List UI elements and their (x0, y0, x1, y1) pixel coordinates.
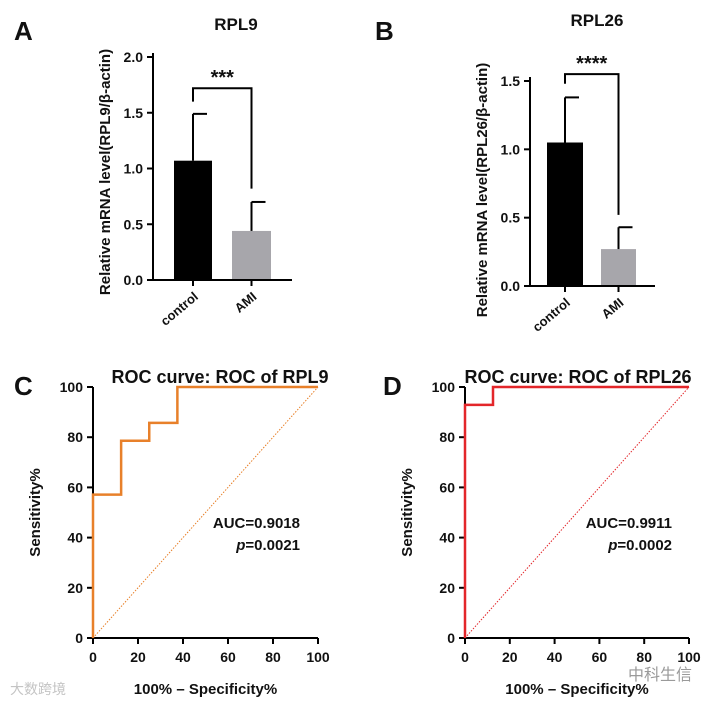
x-tick-label: AMI (599, 295, 627, 322)
y-tick-label: 0.5 (501, 210, 521, 226)
y-axis-label: Relative mRNA level(RPL9/β-actin) (97, 49, 114, 295)
x-tick-label: 20 (502, 649, 518, 665)
x-tick-label: 40 (175, 649, 191, 665)
y-tick-label: 40 (439, 530, 455, 546)
panel-label: C (14, 371, 33, 401)
y-tick-label: 100 (432, 379, 456, 395)
x-axis-label: 100% – Specificity% (505, 681, 648, 698)
chart-title: RPL9 (214, 15, 257, 34)
y-tick-label: 1.5 (501, 73, 521, 89)
bar-ami (601, 249, 636, 286)
p-value-label: p=0.0021 (235, 537, 300, 554)
roc-chart-d: D ROC curve: ROC of RPL26 Sensitivity% 100%… (383, 367, 701, 698)
x-axis-label: 100% – Specificity% (134, 681, 277, 698)
y-tick-label: 60 (439, 479, 455, 495)
y-tick-label: 20 (439, 580, 455, 596)
x-tick-label: 0 (89, 649, 97, 665)
y-tick-label: 1.0 (124, 161, 144, 177)
x-tick-label: 80 (265, 649, 281, 665)
y-tick-label: 1.0 (501, 141, 521, 157)
bar-control (174, 160, 212, 280)
y-tick-label: 0 (75, 630, 83, 646)
roc-curve (91, 385, 318, 638)
panel-label: B (375, 16, 394, 46)
y-tick-label: 1.5 (124, 105, 144, 121)
y-tick-label: 0.5 (124, 216, 144, 232)
significance-bracket (564, 73, 620, 215)
x-tick-label: 20 (130, 649, 146, 665)
p-value-label: p=0.0002 (607, 537, 672, 554)
y-axis-label: Relative mRNA level(RPL26/β-actin) (474, 63, 491, 318)
significance-stars: **** (576, 53, 607, 75)
y-tick-label: 80 (67, 429, 83, 445)
bar-ami (232, 230, 271, 280)
x-tick-label: AMI (232, 289, 260, 316)
chart-title: RPL26 (571, 11, 624, 30)
bar-control (547, 142, 583, 286)
chart-title: ROC curve: ROC of RPL26 (464, 367, 691, 387)
panel-label: A (14, 16, 33, 46)
panel-label: D (383, 371, 402, 401)
y-tick-label: 60 (67, 479, 83, 495)
x-tick-label: 80 (636, 649, 652, 665)
roc-curve (463, 385, 689, 638)
significance-bracket (192, 87, 253, 189)
y-tick-label: 20 (67, 580, 83, 596)
y-tick-label: 40 (67, 530, 83, 546)
x-tick-label: 40 (547, 649, 563, 665)
bar-chart-a: A RPL9 Relative mRNA level(RPL9/β-actin) co… (14, 15, 292, 329)
x-tick-label: control (158, 289, 201, 329)
y-tick-label: 0 (447, 630, 455, 646)
y-tick-label: 2.0 (124, 49, 144, 65)
x-tick-label: 60 (220, 649, 236, 665)
auc-label: AUC=0.9911 (586, 515, 672, 532)
y-axis-label: Sensitivity% (27, 468, 44, 556)
y-axis-label: Sensitivity% (399, 468, 416, 556)
y-tick-label: 0.0 (501, 278, 521, 294)
x-tick-label: 60 (592, 649, 608, 665)
x-tick-label: 100 (677, 649, 701, 665)
bar-chart-b: B RPL26 Relative mRNA level(RPL26/β-actin)… (375, 11, 655, 335)
x-tick-label: 100 (306, 649, 330, 665)
significance-stars: *** (211, 67, 235, 89)
reference-diagonal (464, 386, 690, 639)
reference-diagonal (92, 386, 319, 639)
y-tick-label: 100 (60, 379, 84, 395)
watermark: 大数跨境 (10, 681, 66, 697)
y-tick-label: 0.0 (124, 272, 144, 288)
y-tick-label: 80 (439, 429, 455, 445)
x-tick-label: 0 (461, 649, 469, 665)
auc-label: AUC=0.9018 (213, 515, 300, 532)
x-tick-label: control (530, 295, 573, 335)
watermark: 中科生信 (628, 666, 692, 684)
roc-chart-c: C ROC curve: ROC of RPL9 Sensitivity% 100% … (14, 367, 330, 698)
chart-title: ROC curve: ROC of RPL9 (111, 367, 328, 387)
